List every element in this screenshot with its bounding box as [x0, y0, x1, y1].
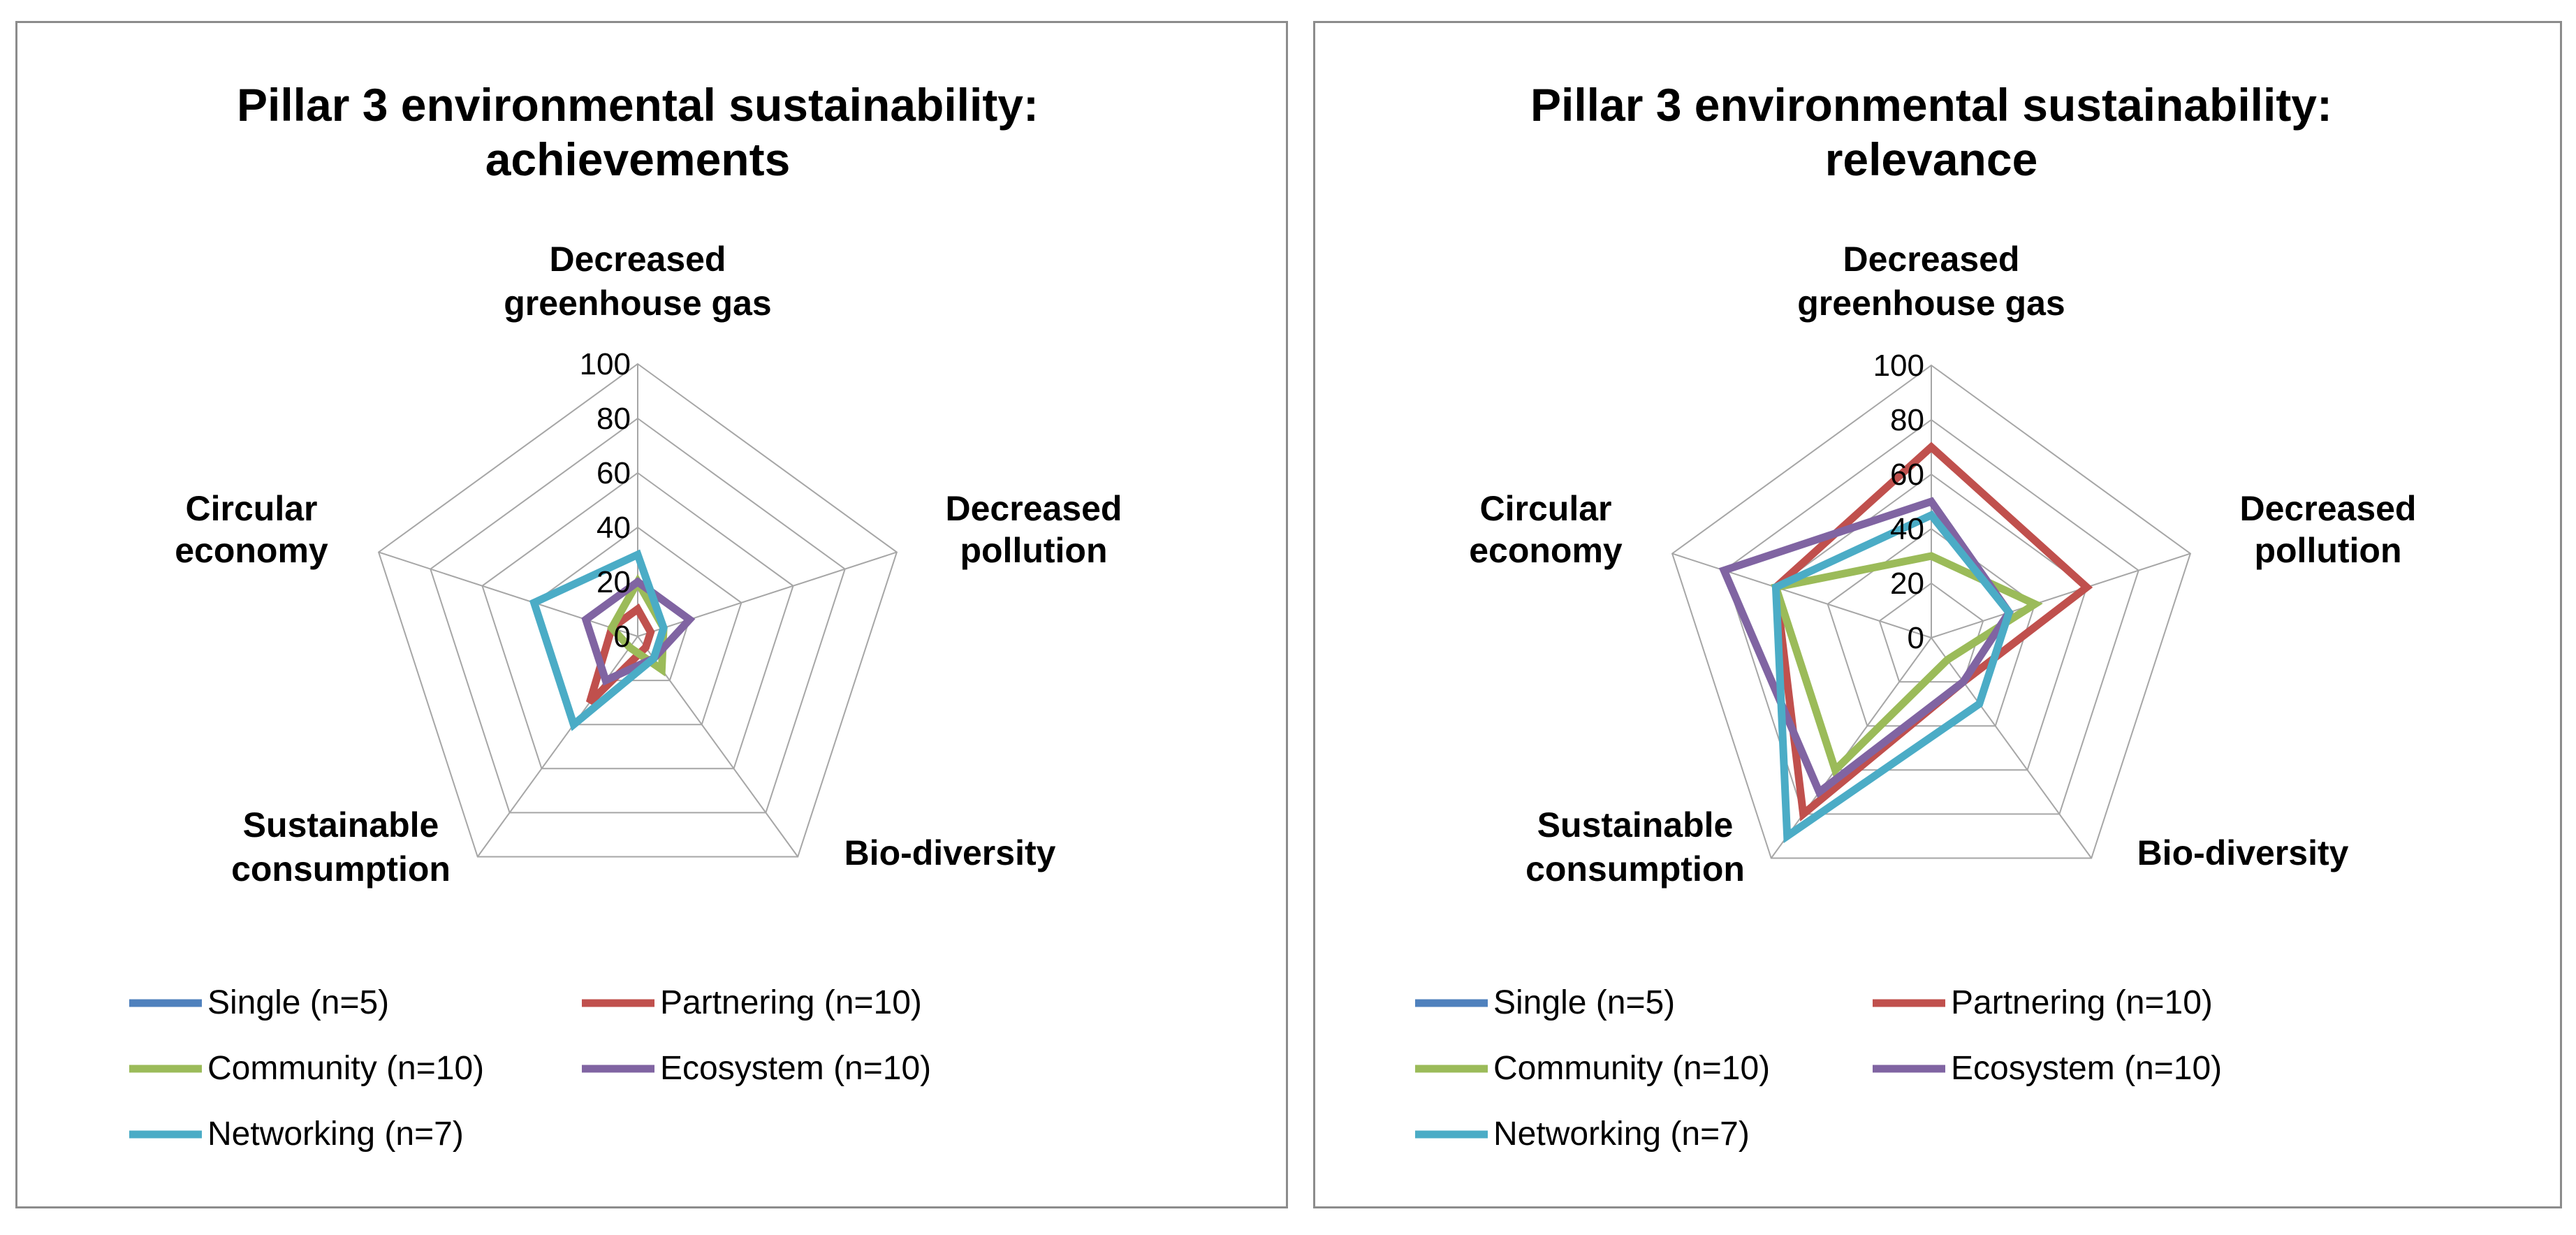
grid-ring [533, 526, 742, 726]
tick-label: 20 [597, 565, 631, 599]
axis-category-label: Decreased [1843, 240, 2020, 279]
radar-chart-relevance: Pillar 3 environmental sustainability:re… [1415, 79, 2417, 1153]
axis-category-label: Decreased [2240, 489, 2417, 528]
legend-item: Community (n=10) [1415, 1050, 1770, 1087]
axis-category-label: Sustainable [1537, 805, 1734, 845]
chart-panel-relevance: Pillar 3 environmental sustainability: re… [1313, 21, 2562, 1208]
tick-label: 0 [614, 620, 631, 654]
chart-title-line: Pillar 3 environmental sustainability: [1530, 79, 2332, 131]
axis-category-label: Circular [186, 489, 318, 528]
legend-label: Community (n=10) [207, 1050, 484, 1087]
tick-label: 100 [580, 347, 631, 381]
tick-label: 60 [1890, 458, 1924, 492]
grid-ring [1827, 527, 2036, 727]
grid-ring [1878, 582, 1984, 683]
axis-category-label: economy [1469, 531, 1623, 570]
axis-category-label: consumption [231, 849, 451, 889]
legend: Single (n=5) Partnering (n=10) Community (… [1415, 984, 2222, 1153]
grid-ring [1723, 418, 2139, 815]
legend-label: Partnering (n=10) [1951, 984, 2213, 1021]
tick-label: 100 [1873, 349, 1924, 383]
legend-item: Ecosystem (n=10) [582, 1050, 931, 1087]
legend-item: Single (n=5) [129, 984, 389, 1021]
legend-label: Community (n=10) [1493, 1050, 1770, 1087]
axis-category-label: Decreased [550, 240, 726, 279]
tick-label: 80 [1890, 403, 1924, 437]
legend-label: Partnering (n=10) [660, 984, 922, 1021]
legend-item: Single (n=5) [1415, 984, 1675, 1021]
tick-label: 40 [1890, 512, 1924, 546]
legend-item: Partnering (n=10) [1873, 984, 2213, 1021]
axis-category-label: Bio-diversity [844, 833, 1056, 872]
legend-label: Ecosystem (n=10) [1951, 1050, 2222, 1087]
tick-label: 60 [597, 456, 631, 490]
axis-category-label: Decreased [946, 489, 1122, 528]
grid-ring [1671, 364, 2192, 859]
axis-category-label: Sustainable [243, 805, 439, 845]
radar-grid [377, 363, 898, 858]
axis-spoke [1770, 637, 1932, 859]
legend-item: Networking (n=7) [1415, 1116, 1750, 1153]
axis-spoke [1931, 637, 2093, 859]
axis-spoke [476, 636, 638, 858]
legend-item: Partnering (n=10) [582, 984, 922, 1021]
axis-category-label: Circular [1480, 489, 1612, 528]
chart-title-line: relevance [1825, 133, 2038, 185]
legend-label: Single (n=5) [207, 984, 389, 1021]
axis-spoke [1931, 553, 2191, 638]
axis-category-label: Bio-diversity [2137, 833, 2349, 872]
tick-label: 40 [597, 511, 631, 545]
axis-spoke [378, 551, 638, 637]
axis-category-label: consumption [1525, 849, 1745, 889]
legend-label: Ecosystem (n=10) [660, 1050, 931, 1087]
tick-label: 0 [1908, 621, 1924, 655]
series-line [1771, 510, 2014, 844]
legend-item: Ecosystem (n=10) [1873, 1050, 2222, 1087]
legend-item: Community (n=10) [129, 1050, 484, 1087]
series-line [1771, 441, 2093, 822]
chart-title-line: achievements [485, 133, 791, 185]
legend: Single (n=5) Partnering (n=10) Community (… [129, 984, 931, 1153]
series-line [529, 549, 668, 731]
tick-label: 80 [597, 402, 631, 436]
series-line [581, 577, 696, 686]
grid-ring [430, 417, 846, 814]
grid-ring [481, 472, 794, 770]
axis-category-label: pollution [960, 531, 1107, 570]
axis-category-label: economy [175, 531, 328, 570]
chart-title-line: Pillar 3 environmental sustainability: [237, 79, 1039, 131]
radar-chart-achievements: Pillar 3 environmental sustainability:ac… [129, 79, 1122, 1153]
radar-grid [1671, 364, 2192, 859]
series-line [1771, 552, 2043, 777]
axis-category-label: pollution [2254, 531, 2401, 570]
legend-label: Networking (n=7) [1493, 1116, 1750, 1153]
axis-spoke [1671, 553, 1932, 638]
legend-label: Single (n=5) [1493, 984, 1675, 1021]
tick-label: 20 [1890, 567, 1924, 601]
grid-ring [377, 363, 898, 858]
legend-item: Networking (n=7) [129, 1116, 464, 1153]
legend-label: Networking (n=7) [207, 1116, 464, 1153]
chart-panel-achievements: Pillar 3 environmental sustainability: ac… [15, 21, 1288, 1208]
axis-spoke [637, 551, 898, 637]
axis-category-label: greenhouse gas [504, 284, 771, 323]
axis-category-label: greenhouse gas [1797, 284, 2065, 323]
